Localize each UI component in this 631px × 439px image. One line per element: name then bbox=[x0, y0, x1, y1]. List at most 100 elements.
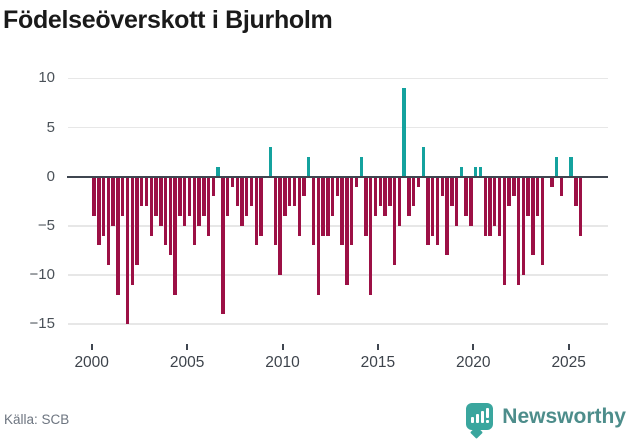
bar-2010Q1 bbox=[283, 176, 287, 216]
bar-2001Q1 bbox=[111, 176, 115, 226]
bar-2010Q3 bbox=[292, 176, 297, 207]
bar-2018Q4 bbox=[450, 176, 454, 207]
x-axis-tick bbox=[186, 344, 189, 350]
bar-2024Q1 bbox=[550, 176, 554, 187]
gridline-y-5 bbox=[68, 225, 608, 227]
bar-2014Q4 bbox=[373, 176, 378, 216]
bar-2013Q4 bbox=[354, 176, 359, 187]
bar-2015Q3 bbox=[388, 176, 392, 207]
bar-2016Q1 bbox=[397, 176, 402, 226]
bar-2021Q1 bbox=[493, 176, 497, 226]
bar-2012Q3 bbox=[330, 176, 335, 216]
bar-2025Q2 bbox=[574, 176, 578, 207]
bar-2015Q2 bbox=[383, 176, 387, 216]
bar-2022Q4 bbox=[526, 176, 530, 216]
bar-2023Q2 bbox=[536, 176, 540, 216]
bar-2009Q4 bbox=[278, 176, 282, 275]
bar-2002Q4 bbox=[144, 176, 149, 207]
bar-2017Q4 bbox=[431, 176, 435, 236]
bar-2010Q4 bbox=[297, 176, 301, 236]
bar-2012Q1 bbox=[321, 176, 325, 236]
x-axis-label: 2020 bbox=[456, 354, 491, 371]
bar-2020Q4 bbox=[488, 176, 492, 236]
bar-2016Q3 bbox=[407, 176, 411, 216]
bar-2001Q3 bbox=[121, 176, 125, 216]
bar-2010Q2 bbox=[287, 176, 292, 207]
bar-2003Q3 bbox=[159, 176, 163, 226]
bar-2003Q4 bbox=[163, 176, 168, 246]
bar-2019Q4 bbox=[469, 176, 473, 226]
bar-2018Q3 bbox=[445, 176, 449, 256]
bar-2017Q2 bbox=[421, 147, 425, 177]
bar-2014Q1 bbox=[359, 157, 363, 177]
bar-2025Q1 bbox=[569, 157, 573, 177]
bar-2023Q3 bbox=[540, 176, 545, 266]
bar-2012Q2 bbox=[326, 176, 330, 236]
gridline-y-10 bbox=[68, 274, 608, 276]
bar-2004Q4 bbox=[183, 176, 187, 226]
bar-2000Q2 bbox=[97, 176, 101, 246]
y-axis-label: −10 bbox=[29, 266, 55, 283]
bar-2011Q4 bbox=[316, 176, 320, 295]
gridline-y-15 bbox=[68, 323, 608, 325]
bar-2008Q1 bbox=[245, 176, 249, 216]
logo-bubble-tail bbox=[470, 426, 484, 439]
logo-bar-icon bbox=[481, 411, 485, 423]
bar-2022Q3 bbox=[521, 176, 526, 275]
bar-2002Q2 bbox=[135, 176, 139, 266]
bar-2007Q1 bbox=[225, 176, 230, 216]
bar-2011Q1 bbox=[302, 176, 306, 197]
bar-2011Q3 bbox=[311, 176, 316, 246]
bar-2002Q3 bbox=[140, 176, 144, 207]
bar-2024Q2 bbox=[555, 157, 559, 177]
x-axis-label: 2025 bbox=[551, 354, 586, 371]
bar-2004Q3 bbox=[178, 176, 182, 216]
bar-2022Q2 bbox=[516, 176, 521, 285]
bar-2005Q1 bbox=[187, 176, 192, 216]
bar-2020Q2 bbox=[478, 166, 483, 177]
bar-2016Q4 bbox=[411, 176, 416, 207]
x-axis-tick bbox=[472, 344, 475, 350]
bar-2020Q3 bbox=[483, 176, 487, 236]
x-axis-label: 2000 bbox=[74, 354, 109, 371]
bar-2018Q1 bbox=[435, 176, 440, 246]
bar-2012Q4 bbox=[335, 176, 340, 197]
bar-2000Q4 bbox=[106, 176, 111, 266]
bar-2000Q3 bbox=[101, 176, 106, 236]
bar-2018Q2 bbox=[440, 176, 444, 197]
x-axis-label: 2015 bbox=[360, 354, 396, 371]
y-axis-label: −15 bbox=[29, 315, 55, 333]
bar-2001Q2 bbox=[116, 176, 120, 295]
bar-2001Q4 bbox=[125, 176, 130, 325]
bar-2016Q2 bbox=[402, 88, 406, 177]
newsworthy-logo: Newsworthy bbox=[466, 400, 626, 439]
logo-exclamation-dot bbox=[486, 420, 490, 423]
bar-2002Q1 bbox=[130, 176, 134, 285]
y-axis-label: 10 bbox=[38, 69, 55, 87]
bar-2021Q2 bbox=[497, 176, 502, 236]
bar-2015Q4 bbox=[392, 176, 397, 266]
bar-2014Q2 bbox=[364, 176, 368, 236]
bar-2006Q4 bbox=[221, 176, 225, 315]
source-caption: Källa: SCB bbox=[4, 412, 70, 427]
bar-2025Q3 bbox=[578, 176, 583, 236]
bar-2013Q1 bbox=[340, 176, 344, 246]
bar-2021Q4 bbox=[507, 176, 511, 207]
bar-2023Q1 bbox=[531, 176, 535, 256]
bar-2011Q2 bbox=[307, 157, 311, 177]
bar-2005Q3 bbox=[197, 176, 201, 226]
x-axis-label: 2005 bbox=[169, 354, 205, 371]
bar-2006Q2 bbox=[211, 176, 216, 197]
gridline-y10 bbox=[68, 77, 608, 80]
bar-2014Q3 bbox=[369, 176, 373, 295]
bar-2022Q1 bbox=[512, 176, 516, 197]
bar-2008Q4 bbox=[259, 176, 263, 236]
bar-2003Q2 bbox=[154, 176, 158, 216]
bar-2004Q2 bbox=[173, 176, 177, 295]
zero-baseline bbox=[67, 175, 608, 178]
bar-2005Q4 bbox=[202, 176, 206, 216]
logo-bar-icon bbox=[471, 417, 475, 423]
y-axis-label: 5 bbox=[46, 118, 55, 136]
y-axis-label: 0 bbox=[46, 167, 55, 185]
